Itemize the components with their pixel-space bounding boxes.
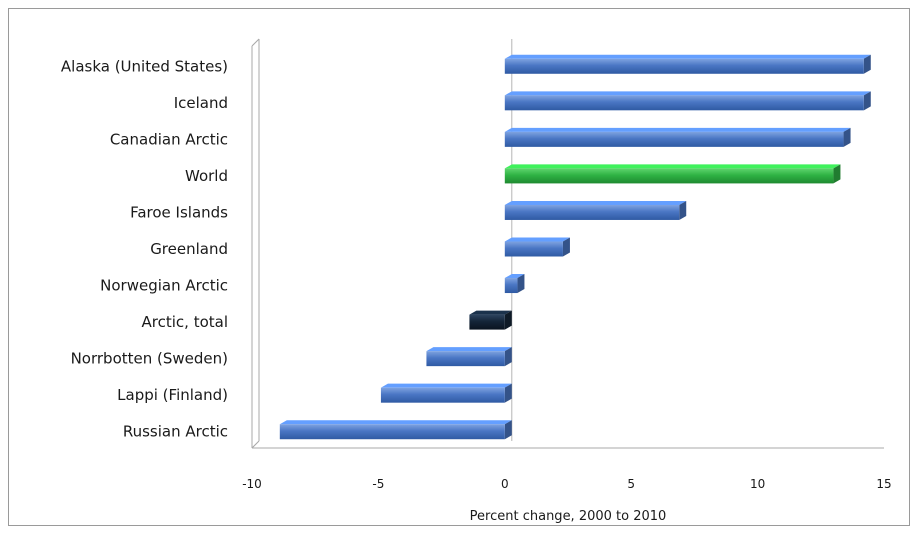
- bar-top-face: [504, 274, 525, 279]
- bar-end-face: [504, 420, 512, 440]
- category-label: Iceland: [174, 94, 228, 112]
- bar: [504, 237, 570, 257]
- bar-end-face: [562, 237, 570, 257]
- x-tick-label: 0: [501, 477, 509, 491]
- bar-top-face: [504, 91, 871, 96]
- x-tick-labels: -10 -5 0 5 10 15: [242, 477, 891, 491]
- bar-front-face: [504, 131, 844, 147]
- category-label: Greenland: [150, 240, 228, 258]
- bar-top-face: [279, 420, 512, 425]
- x-tick-label: 5: [627, 477, 635, 491]
- bar: [504, 164, 841, 184]
- bar-end-face: [843, 127, 851, 147]
- bar-front-face: [504, 58, 864, 74]
- category-label: Norwegian Arctic: [100, 277, 228, 295]
- bar-top-face: [504, 237, 570, 242]
- category-labels: Alaska (United States) Iceland Canadian Ar…: [61, 57, 228, 440]
- category-label: Faroe Islands: [130, 203, 228, 221]
- bar-end-face: [504, 347, 512, 367]
- bar: [504, 91, 871, 111]
- bar: [279, 420, 512, 440]
- bar-top-face: [380, 383, 512, 388]
- x-tick-label: 10: [750, 477, 765, 491]
- bar-front-face: [279, 424, 505, 440]
- category-label: Lappi (Finland): [117, 386, 228, 404]
- bar-top-face: [469, 310, 512, 315]
- bar: [426, 347, 512, 367]
- bar-end-face: [833, 164, 841, 184]
- bar-front-face: [380, 387, 505, 403]
- bar-top-face: [504, 54, 871, 59]
- bar-top-face: [426, 347, 512, 352]
- x-tick-label: -5: [372, 477, 384, 491]
- bar-front-face: [504, 95, 864, 111]
- bar-top-face: [504, 200, 687, 205]
- category-label: Canadian Arctic: [110, 130, 228, 148]
- bar-end-face: [504, 383, 512, 403]
- bar-end-face: [863, 91, 871, 111]
- bar-front-face: [469, 314, 505, 330]
- bar-front-face: [504, 168, 834, 184]
- bar: [504, 127, 851, 147]
- bar: [504, 200, 687, 220]
- bar-front-face: [504, 241, 563, 257]
- category-label: World: [185, 167, 228, 185]
- bar-front-face: [504, 278, 518, 294]
- x-tick-label: 15: [876, 477, 891, 491]
- bar-end-face: [679, 200, 687, 220]
- category-label: Norrbotten (Sweden): [71, 350, 228, 368]
- x-axis-title: Percent change, 2000 to 2010: [470, 509, 667, 524]
- x-tick-label: -10: [242, 477, 262, 491]
- bar: [504, 54, 871, 74]
- bar: [380, 383, 512, 403]
- bar-top-face: [504, 164, 841, 169]
- bar: [504, 274, 525, 294]
- category-label: Russian Arctic: [123, 423, 228, 441]
- bar-front-face: [504, 204, 680, 220]
- bar-front-face: [426, 351, 505, 367]
- bar-end-face: [504, 310, 512, 330]
- bar-end-face: [517, 274, 525, 294]
- category-label: Arctic, total: [142, 313, 228, 331]
- category-label: Alaska (United States): [61, 57, 228, 75]
- bar-top-face: [504, 127, 851, 132]
- bars: [279, 54, 871, 440]
- bar: [469, 310, 512, 330]
- bar-end-face: [863, 54, 871, 74]
